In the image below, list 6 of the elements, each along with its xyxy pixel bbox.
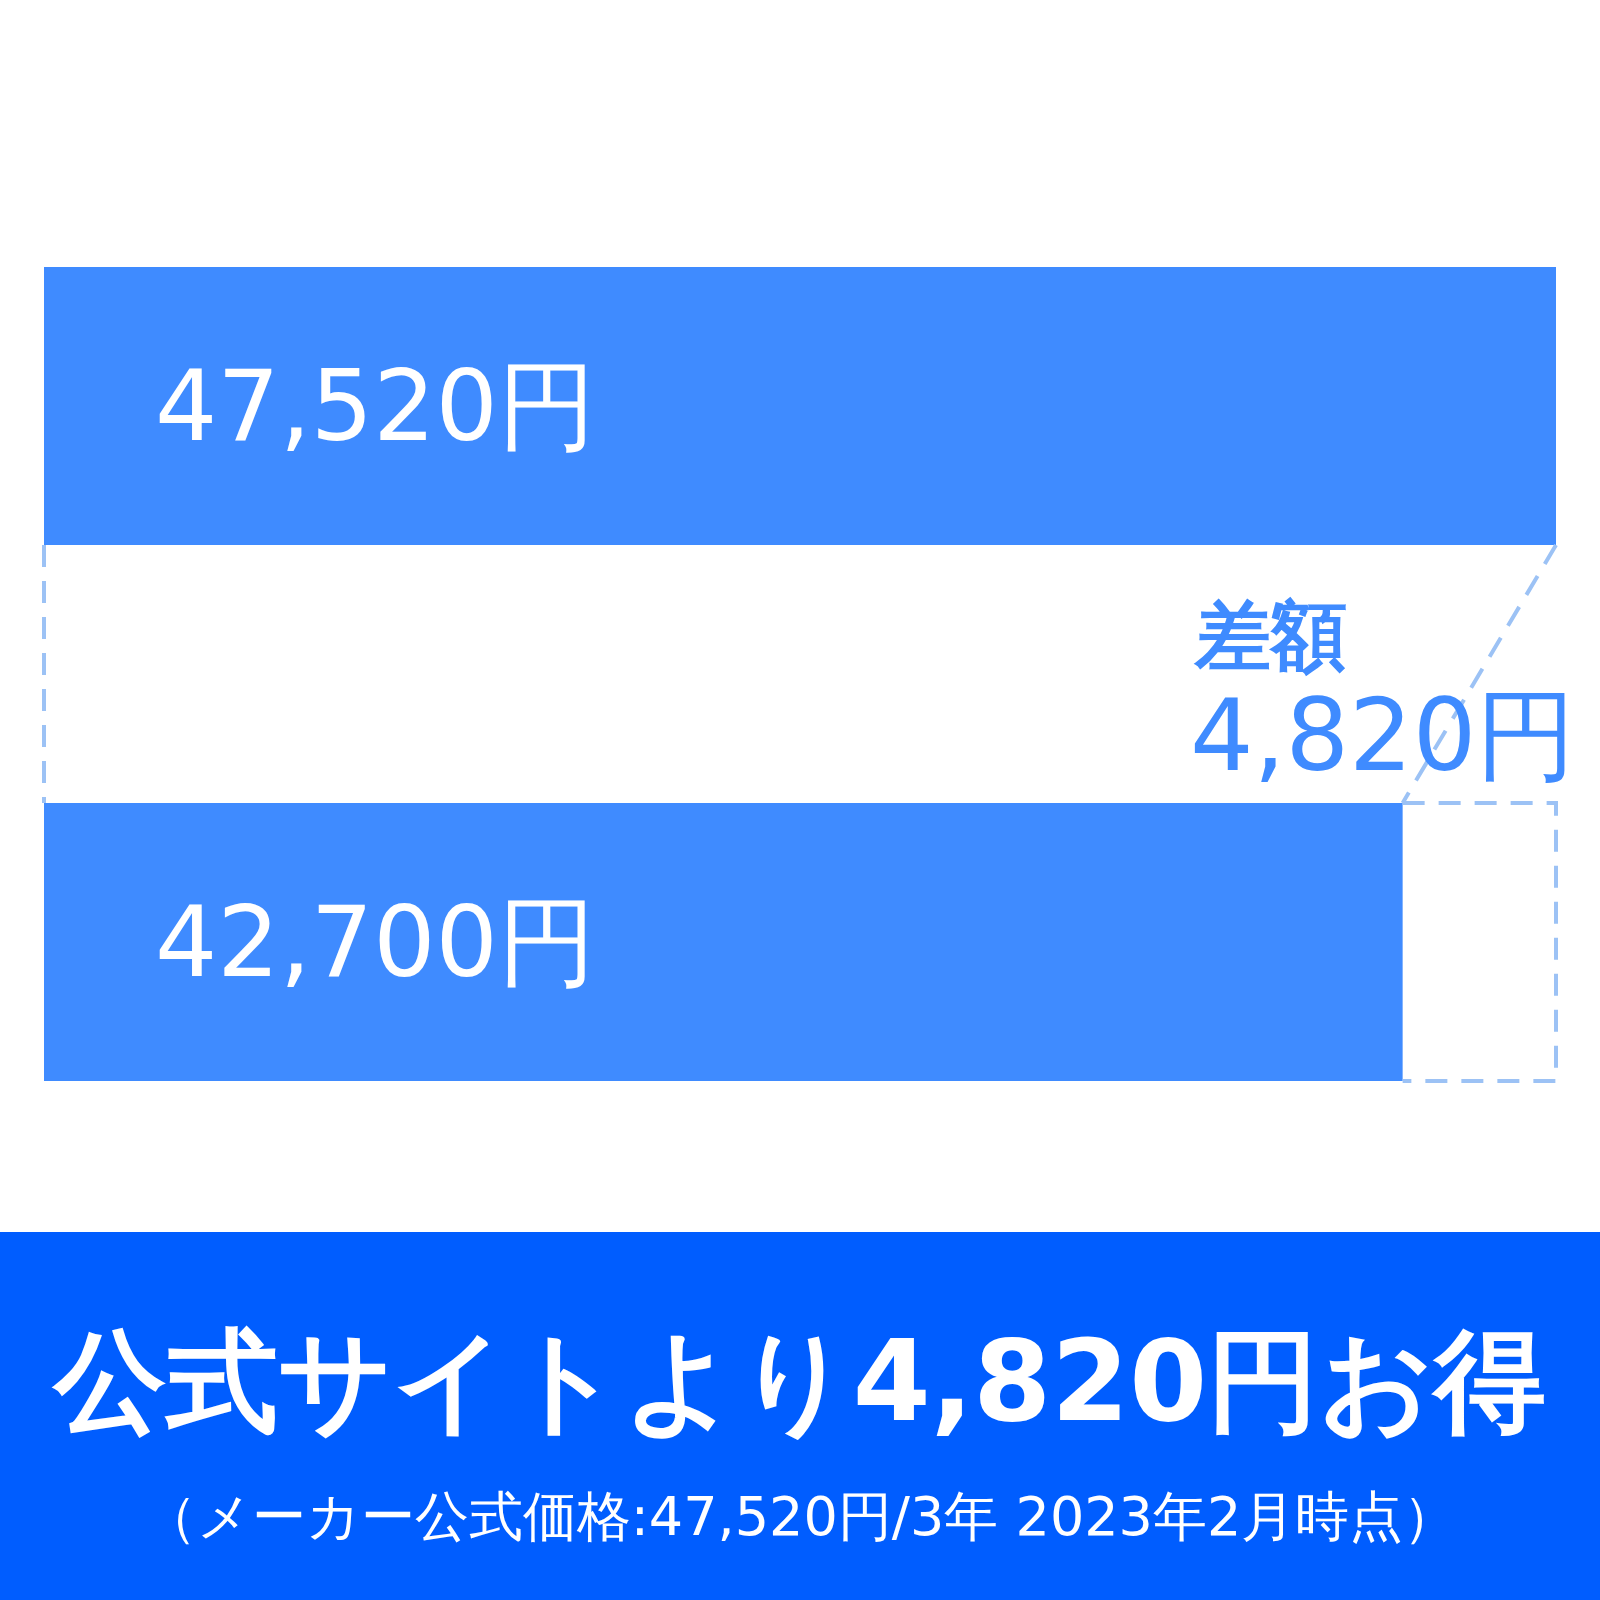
data-label: 47,520円 — [155, 349, 596, 463]
annotation: 4,820円 — [1190, 677, 1577, 794]
text: （メーカー公式価格:47,520円/3年 2023年2月時点） — [142, 1485, 1458, 1548]
text: 公式サイトより4,820円お得 — [50, 1316, 1547, 1446]
annotation: 差額 — [1193, 591, 1347, 680]
data-label: 42,700円 — [155, 885, 596, 999]
